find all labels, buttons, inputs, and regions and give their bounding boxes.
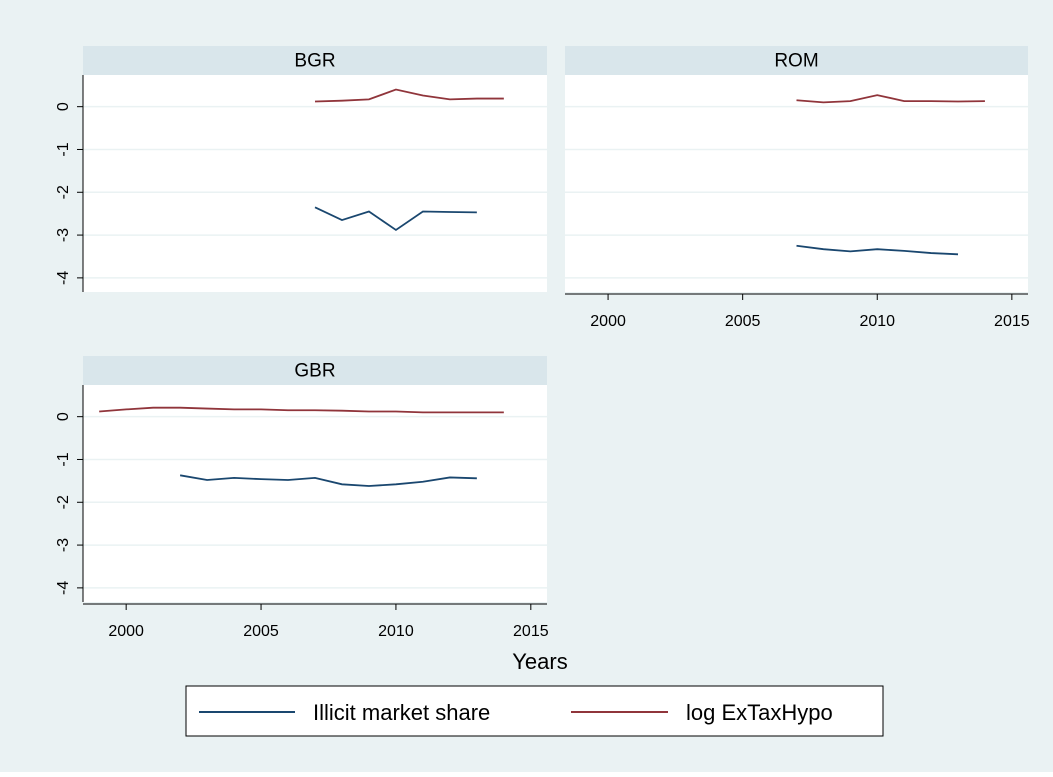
y-tick-label: -3 bbox=[55, 228, 72, 242]
plot-area bbox=[83, 385, 547, 602]
series-line bbox=[314, 88, 504, 103]
y-tick-label: 0 bbox=[55, 412, 72, 421]
series-line bbox=[99, 406, 504, 414]
strip bbox=[565, 46, 1028, 75]
x-tick-label: 2005 bbox=[243, 623, 279, 640]
y-tick-label: -3 bbox=[55, 538, 72, 552]
x-tick-label: 2015 bbox=[994, 313, 1030, 330]
y-tick-label: 0 bbox=[55, 102, 72, 111]
series-line bbox=[796, 244, 959, 256]
y-tick-label: -1 bbox=[55, 452, 72, 466]
y-tick-label: -2 bbox=[55, 185, 72, 199]
x-tick-label: 2005 bbox=[725, 313, 761, 330]
strip bbox=[83, 46, 547, 75]
panel-title: ROM bbox=[774, 51, 818, 72]
y-tick-label: -4 bbox=[55, 271, 72, 285]
series-line bbox=[796, 94, 985, 104]
series-line bbox=[314, 206, 477, 232]
x-tick-label: 2000 bbox=[108, 623, 144, 640]
x-axis-title: Years bbox=[512, 649, 567, 674]
y-tick-label: -2 bbox=[55, 495, 72, 509]
strip bbox=[83, 356, 547, 385]
panel-title: BGR bbox=[294, 51, 335, 72]
x-tick-label: 2010 bbox=[859, 313, 895, 330]
x-tick-label: 2015 bbox=[513, 623, 549, 640]
legend-label: Illicit market share bbox=[313, 700, 490, 725]
plot-area bbox=[83, 75, 547, 292]
series-line bbox=[179, 474, 477, 487]
y-tick-label: -1 bbox=[55, 142, 72, 156]
y-tick-label: -4 bbox=[55, 581, 72, 595]
legend-label: log ExTaxHypo bbox=[686, 700, 833, 725]
x-tick-label: 2010 bbox=[378, 623, 414, 640]
x-tick-label: 2000 bbox=[590, 313, 626, 330]
plot-area bbox=[565, 75, 1028, 292]
panel-title: GBR bbox=[294, 361, 335, 382]
legend-box bbox=[185, 685, 884, 737]
